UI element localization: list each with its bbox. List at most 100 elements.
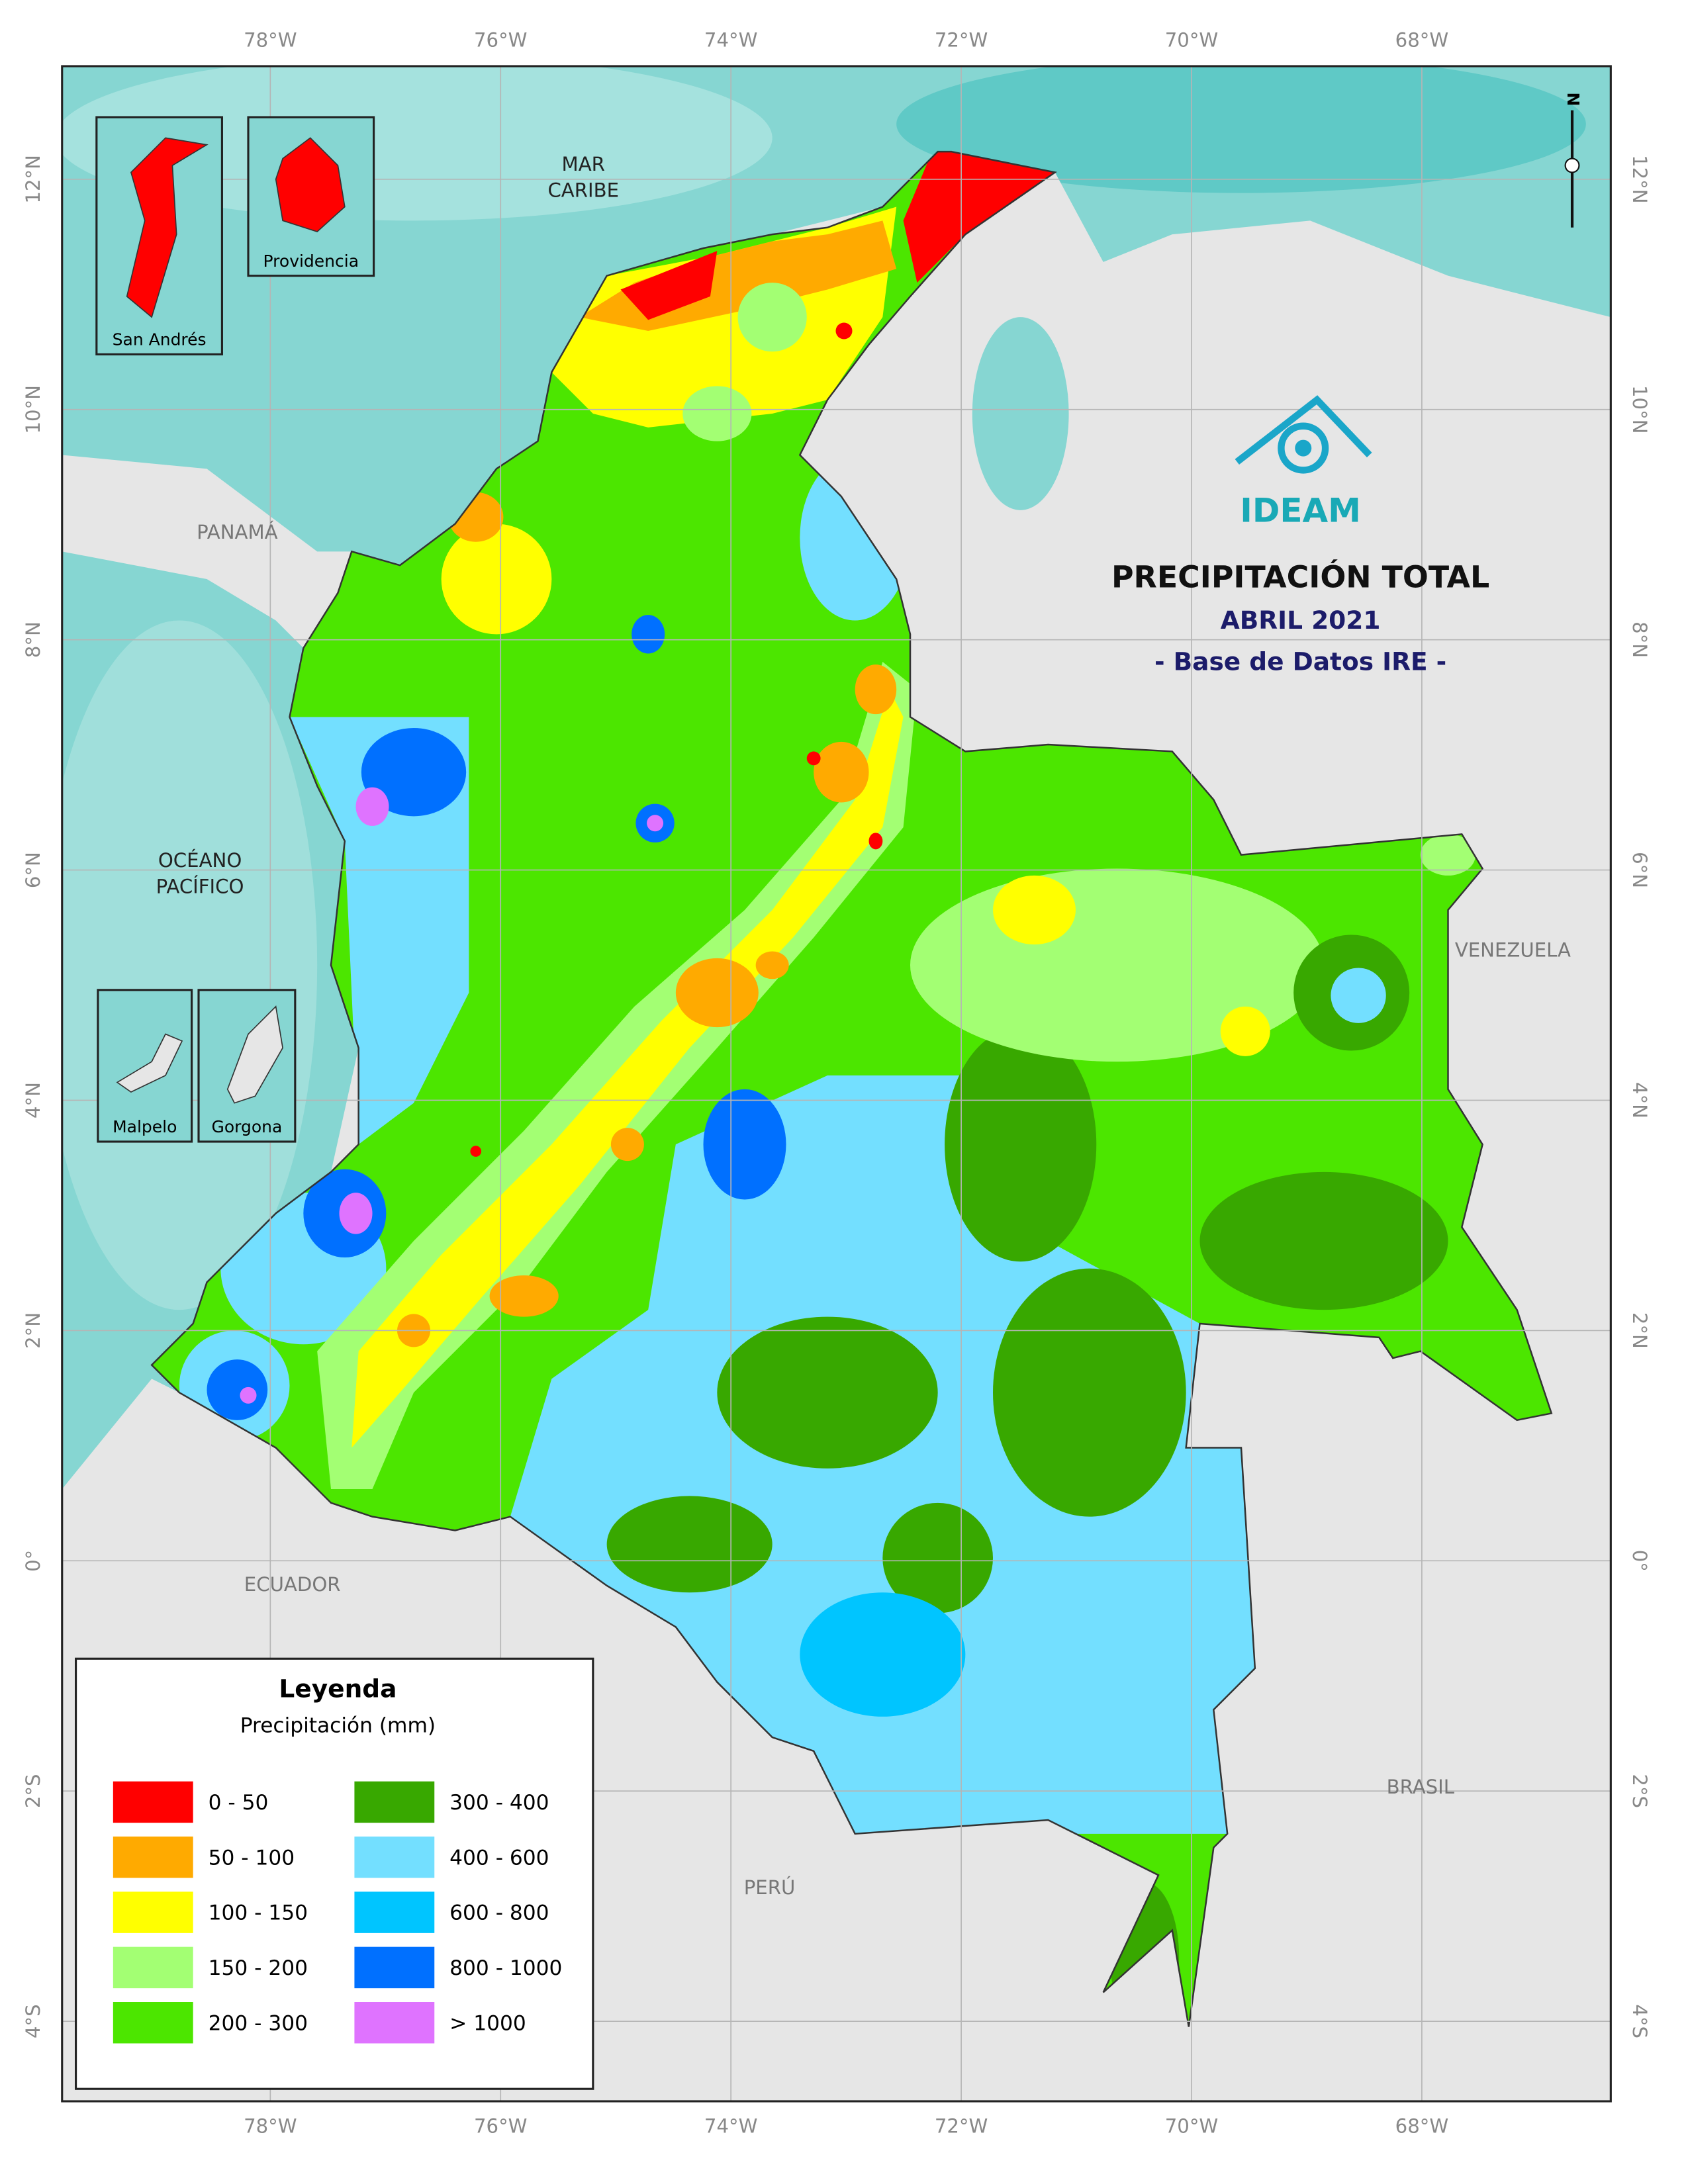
map-subtitle: ABRIL 2021: [1221, 606, 1381, 635]
longitude-label: 70°W: [1165, 2115, 1219, 2138]
legend-swatch: [113, 1781, 193, 1823]
precip-zone: [682, 386, 752, 441]
precip-zone: [993, 1268, 1186, 1517]
latitude-label: 0°: [1628, 1550, 1651, 1572]
precip-zone: [703, 1089, 786, 1200]
legend-label: 200 - 300: [209, 2011, 308, 2035]
legend-label: 50 - 100: [209, 1846, 295, 1870]
precip-zone: [814, 741, 869, 803]
latitude-label: 6°N: [1628, 852, 1651, 888]
precip-zone: [620, 251, 718, 320]
map-title: PRECIPITACIÓN TOTAL: [1111, 559, 1489, 595]
precip-zone: [675, 958, 759, 1028]
legend-subtitle: Precipitación (mm): [240, 1713, 436, 1737]
inset-label: Providencia: [263, 251, 359, 271]
precip-zone: [993, 875, 1076, 945]
precip-zone: [1331, 968, 1386, 1023]
legend-label: 0 - 50: [209, 1791, 269, 1815]
inset-label: San Andrés: [113, 330, 207, 349]
place-label: PANAMÁ: [197, 521, 278, 543]
legend-swatch: [354, 1781, 435, 1823]
longitude-label: 78°W: [244, 2115, 297, 2138]
precip-zone: [835, 322, 853, 340]
precip-zone: [289, 717, 469, 1145]
logo: IDEAM: [1235, 395, 1372, 530]
legend-swatch: [354, 1837, 435, 1878]
legend-title: Leyenda: [279, 1674, 397, 1704]
precip-zone: [632, 615, 665, 654]
longitude-label: 72°W: [935, 29, 988, 52]
inset-label: Gorgona: [211, 1117, 282, 1136]
latitude-label: 4°S: [1628, 2004, 1651, 2038]
precip-zone: [806, 751, 821, 766]
precip-zone: [441, 523, 552, 635]
precip-zone: [355, 787, 389, 826]
precip-zone: [1420, 834, 1476, 876]
map-source: - Base de Datos IRE -: [1154, 647, 1446, 676]
longitude-label: 72°W: [935, 2115, 988, 2138]
place-label: PERÚ: [744, 1876, 796, 1899]
latitude-label: 8°N: [1628, 621, 1651, 658]
latitude-label: 4°N: [1628, 1082, 1651, 1118]
precip-zone: [755, 951, 789, 979]
legend-swatch: [354, 1946, 435, 1989]
latitude-label: 12°N: [1628, 155, 1651, 204]
inset-island: [116, 1033, 183, 1093]
place-label: OCÉANO: [158, 849, 242, 872]
north-label: N: [1564, 93, 1583, 107]
place-label: ECUADOR: [244, 1573, 341, 1596]
inset-island: [126, 137, 209, 318]
precip-zone: [945, 1027, 1097, 1262]
longitude-label: 68°W: [1395, 2115, 1449, 2138]
longitude-label: 68°W: [1395, 29, 1449, 52]
precip-zone: [800, 1592, 966, 1717]
precip-zone: [470, 1146, 482, 1157]
latitude-label: 2°N: [1628, 1312, 1651, 1349]
longitude-label: 70°W: [1165, 29, 1219, 52]
precip-zone: [717, 1316, 938, 1469]
precip-zone: [489, 1275, 559, 1317]
precip-zone: [352, 689, 904, 1448]
latitude-label: 12°N: [22, 155, 44, 204]
longitude-label: 74°W: [704, 2115, 758, 2138]
precip-zone: [361, 728, 467, 817]
precip-zone: [339, 1193, 373, 1234]
longitude-label: 78°W: [244, 29, 297, 52]
place-label: MAR: [562, 153, 605, 175]
legend-swatch: [354, 2002, 435, 2044]
latitude-label: 0°: [22, 1550, 44, 1572]
place-label: VENEZUELA: [1455, 939, 1571, 962]
legend-swatch: [113, 1891, 193, 1933]
map-frame: [61, 65, 1612, 2103]
legend-label: 800 - 1000: [449, 1956, 562, 1980]
latitude-label: 6°N: [22, 852, 44, 888]
precip-zone: [606, 1496, 773, 1593]
legend-label: > 1000: [449, 2011, 526, 2035]
legend-swatch: [354, 1891, 435, 1933]
inset-island: [275, 137, 346, 232]
longitude-label: 76°W: [474, 29, 528, 52]
place-label: PACÍFICO: [156, 876, 244, 898]
legend: Leyenda Precipitación (mm) 0 - 50 50 - 10…: [75, 1657, 594, 2090]
latitude-label: 2°S: [1628, 1774, 1651, 1808]
precip-zone: [647, 815, 664, 832]
precip-zone: [855, 664, 897, 715]
legend-label: 300 - 400: [449, 1791, 549, 1815]
latitude-label: 4°N: [22, 1082, 44, 1118]
legend-swatch: [113, 1837, 193, 1878]
latitude-label: 2°N: [22, 1312, 44, 1349]
longitude-label: 76°W: [474, 2115, 528, 2138]
legend-label: 600 - 800: [449, 1901, 549, 1925]
place-label: BRASIL: [1387, 1776, 1455, 1798]
precip-zone: [240, 1387, 257, 1404]
latitude-label: 10°N: [22, 385, 44, 433]
latitude-label: 10°N: [1628, 385, 1651, 434]
precip-zone: [207, 1359, 268, 1420]
precip-zone: [1220, 1006, 1270, 1056]
inset-label: Malpelo: [113, 1117, 177, 1136]
north-arrow: N: [1564, 93, 1583, 228]
legend-label: 150 - 200: [209, 1956, 308, 1980]
legend-swatch: [113, 2002, 193, 2044]
